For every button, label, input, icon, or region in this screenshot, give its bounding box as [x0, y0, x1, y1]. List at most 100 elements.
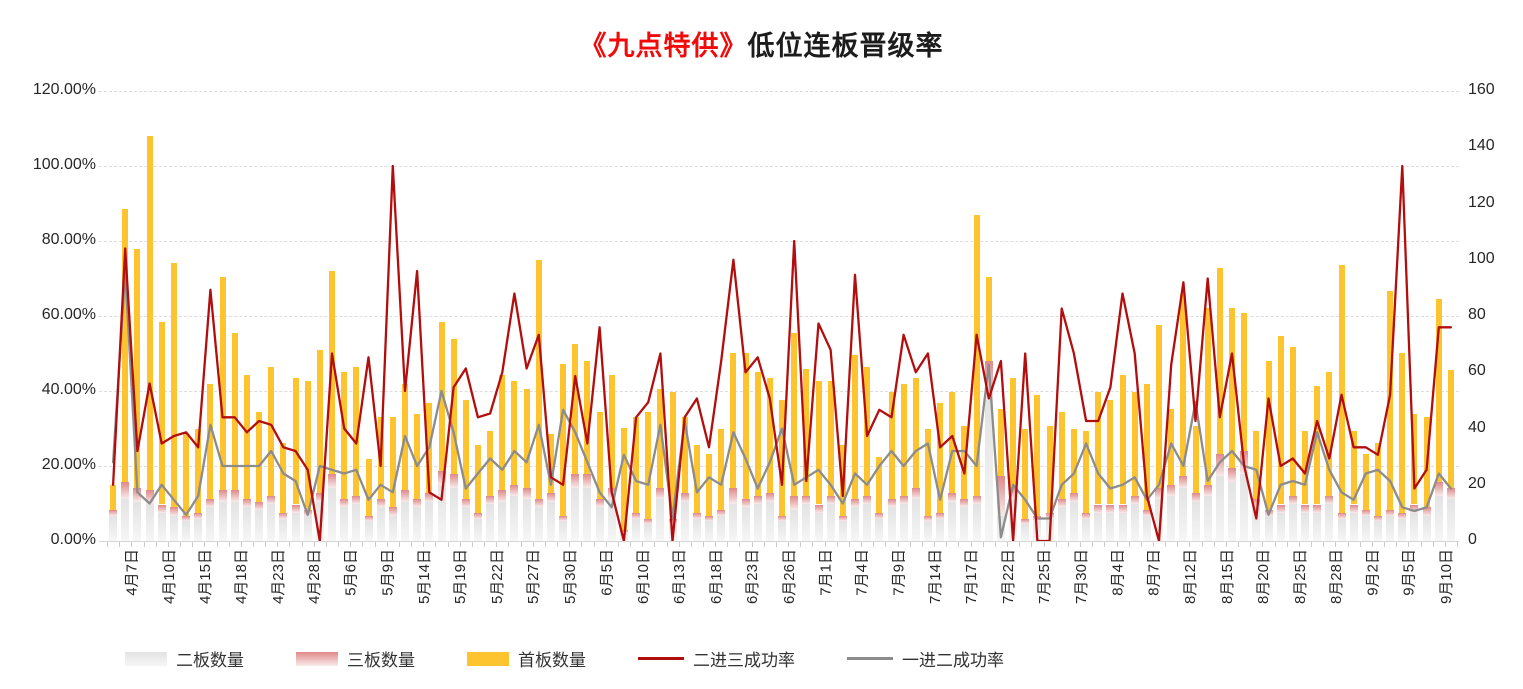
- sanban-bar: [364, 515, 373, 522]
- x-axis-tick: [1286, 542, 1288, 547]
- grid-line: [99, 91, 1459, 92]
- shouban-bar: [1435, 299, 1442, 482]
- x-axis-tick: [350, 542, 352, 547]
- shouban-bar: [888, 391, 895, 499]
- sanban-bar: [486, 496, 495, 505]
- sanban-bar: [887, 498, 896, 508]
- erban-bar: [1337, 518, 1346, 541]
- shouban-bar: [949, 391, 956, 494]
- yijiner-success-rate-line: [111, 269, 1453, 539]
- x-axis-tick-label: 4月15日: [197, 549, 215, 605]
- shouban-bar: [1119, 375, 1126, 505]
- x-axis-tick: [398, 542, 400, 547]
- sanban-bar: [996, 476, 1005, 516]
- shouban-bar: [1289, 346, 1296, 496]
- sanban-bar: [1386, 510, 1395, 516]
- erban-bar: [388, 515, 397, 541]
- shouban-bar: [997, 408, 1004, 477]
- erban-bar: [632, 518, 641, 541]
- x-axis-tick: [1250, 542, 1252, 547]
- sanban-bar: [315, 493, 324, 502]
- x-axis-tick: [642, 542, 644, 547]
- x-axis-tick-label: 8月7日: [1145, 549, 1163, 596]
- shouban-bar: [1204, 307, 1211, 485]
- erban-swatch-icon: [125, 651, 167, 666]
- sanban-bar: [875, 512, 884, 519]
- sanban-bar: [1398, 512, 1407, 519]
- x-axis-tick: [934, 542, 935, 547]
- x-axis-tick: [897, 542, 899, 547]
- erban-bar: [1276, 512, 1285, 541]
- shouban-bar: [1338, 265, 1345, 513]
- x-axis-tick-label: 8月4日: [1109, 549, 1127, 596]
- y-axis-left-tick-label: 120.00%: [32, 81, 96, 98]
- shouban-bar: [183, 434, 190, 516]
- x-axis-tick: [1007, 542, 1008, 547]
- x-axis-tick: [1043, 542, 1045, 547]
- sanban-bar: [571, 473, 580, 488]
- x-axis-tick: [982, 542, 984, 547]
- shouban-bar: [1314, 386, 1321, 505]
- x-axis-tick: [1347, 542, 1349, 547]
- y-axis-right-tick-label: 140: [1468, 137, 1495, 155]
- x-axis-tick: [216, 542, 218, 547]
- shouban-bar: [158, 321, 165, 505]
- sanban-bar: [753, 496, 762, 505]
- legend-label: 三板数量: [347, 651, 415, 670]
- line-series-layer: [111, 164, 1453, 541]
- shouban-bar: [219, 276, 226, 491]
- shouban-bar: [1277, 335, 1284, 505]
- erban-bar: [182, 521, 191, 541]
- shouban-bar: [669, 391, 676, 519]
- sanban-bar: [948, 493, 957, 502]
- shouban-bar: [1131, 391, 1138, 496]
- x-axis-tick-label: 6月23日: [744, 549, 762, 605]
- x-axis-tick: [508, 542, 510, 547]
- x-axis-tick-label: 5月30日: [561, 549, 579, 605]
- erban-bar: [425, 501, 434, 541]
- x-axis-tick: [1165, 542, 1167, 547]
- x-axis-tick: [471, 542, 473, 547]
- erban-bar: [242, 507, 251, 541]
- grid-line: [99, 166, 1459, 167]
- x-axis-tick-label: 7月25日: [1036, 549, 1054, 605]
- sanban-bar: [1313, 504, 1322, 513]
- legend-label: 一进二成功率: [902, 651, 1004, 670]
- erban-bar: [1386, 515, 1395, 541]
- y-axis-left-tick-label: 40.00%: [41, 381, 96, 398]
- x-axis-tick-label: 8月15日: [1218, 549, 1236, 605]
- legend-item-sanban: 三板数量: [296, 646, 415, 671]
- sanban-bar: [255, 501, 263, 511]
- erban-bar: [1203, 496, 1212, 541]
- x-axis-tick: [763, 542, 765, 547]
- sanban-bar: [376, 498, 385, 508]
- sanban-bar: [522, 487, 531, 499]
- erban-bar: [863, 504, 872, 541]
- erban-bar: [413, 507, 422, 541]
- y-axis-left-tick-label: 20.00%: [41, 456, 96, 473]
- x-axis-tick: [1080, 542, 1081, 547]
- sanban-bar: [680, 493, 689, 502]
- erban-bar: [1288, 504, 1297, 541]
- shouban-bar: [146, 136, 153, 491]
- x-axis-tick-label: 7月30日: [1072, 549, 1090, 605]
- x-axis-tick: [848, 542, 850, 547]
- sanban-bar: [267, 496, 276, 505]
- erban-bar: [729, 504, 738, 541]
- erban-bar: [510, 496, 519, 541]
- sanban-bar: [936, 512, 945, 519]
- shouban-bar: [389, 417, 396, 508]
- sanban-bar: [765, 493, 774, 502]
- erban-bar: [741, 507, 750, 541]
- x-axis-tick: [569, 542, 571, 547]
- sanban-bar: [1434, 481, 1443, 496]
- legend-item-erjinsan: 二进三成功率: [638, 646, 795, 671]
- chart-title-main: 低位连板晋级率: [747, 31, 944, 61]
- x-axis-tick: [192, 542, 194, 547]
- x-axis-tick: [1444, 542, 1446, 547]
- shouban-bar: [414, 414, 421, 499]
- shouban-bar: [912, 377, 919, 488]
- grid-line: [99, 391, 1459, 392]
- x-axis-tick: [654, 542, 656, 547]
- shouban-bar: [1180, 293, 1187, 477]
